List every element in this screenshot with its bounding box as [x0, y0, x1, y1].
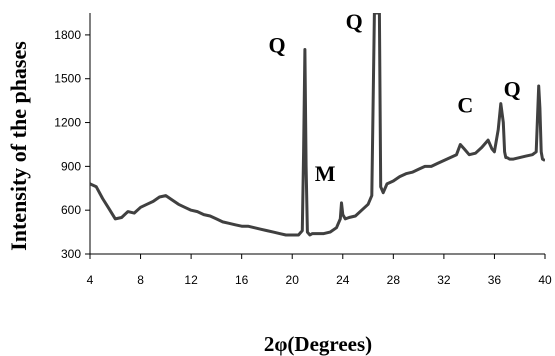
peak-annotations: Q Q M C Q — [268, 9, 520, 186]
peak-label: M — [315, 161, 336, 186]
y-tick-label: 1200 — [54, 116, 81, 130]
y-tick-labels: 300 600 900 1200 1500 1800 — [54, 28, 90, 261]
y-tick-label: 1800 — [54, 28, 81, 42]
peak-label: Q — [268, 32, 285, 57]
y-tick-label: 900 — [61, 159, 81, 173]
x-tick-label: 36 — [488, 273, 502, 287]
plot-area — [89, 13, 545, 255]
x-tick-label: 32 — [437, 273, 451, 287]
x-axis-title: 2φ(Degrees) — [264, 332, 372, 356]
y-tick-label: 1500 — [54, 72, 81, 86]
x-tick-label: 12 — [184, 273, 198, 287]
x-tick-label: 16 — [235, 273, 249, 287]
peak-label: Q — [504, 76, 521, 101]
x-tick-label: 4 — [87, 273, 94, 287]
peak-label: C — [457, 92, 473, 117]
y-axis-title: Intensity of the phases — [6, 41, 31, 251]
x-tick-label: 28 — [387, 273, 401, 287]
x-tick-label: 24 — [336, 273, 350, 287]
x-tick-label: 20 — [286, 273, 300, 287]
y-tick-label: 600 — [61, 203, 81, 217]
y-tick-label: 300 — [61, 247, 81, 261]
x-tick-labels: 4 8 12 16 20 24 28 32 36 40 — [87, 254, 552, 287]
x-tick-label: 40 — [538, 273, 552, 287]
x-tick-label: 8 — [137, 273, 144, 287]
peak-label: Q — [346, 9, 363, 34]
series-line — [90, 13, 545, 237]
